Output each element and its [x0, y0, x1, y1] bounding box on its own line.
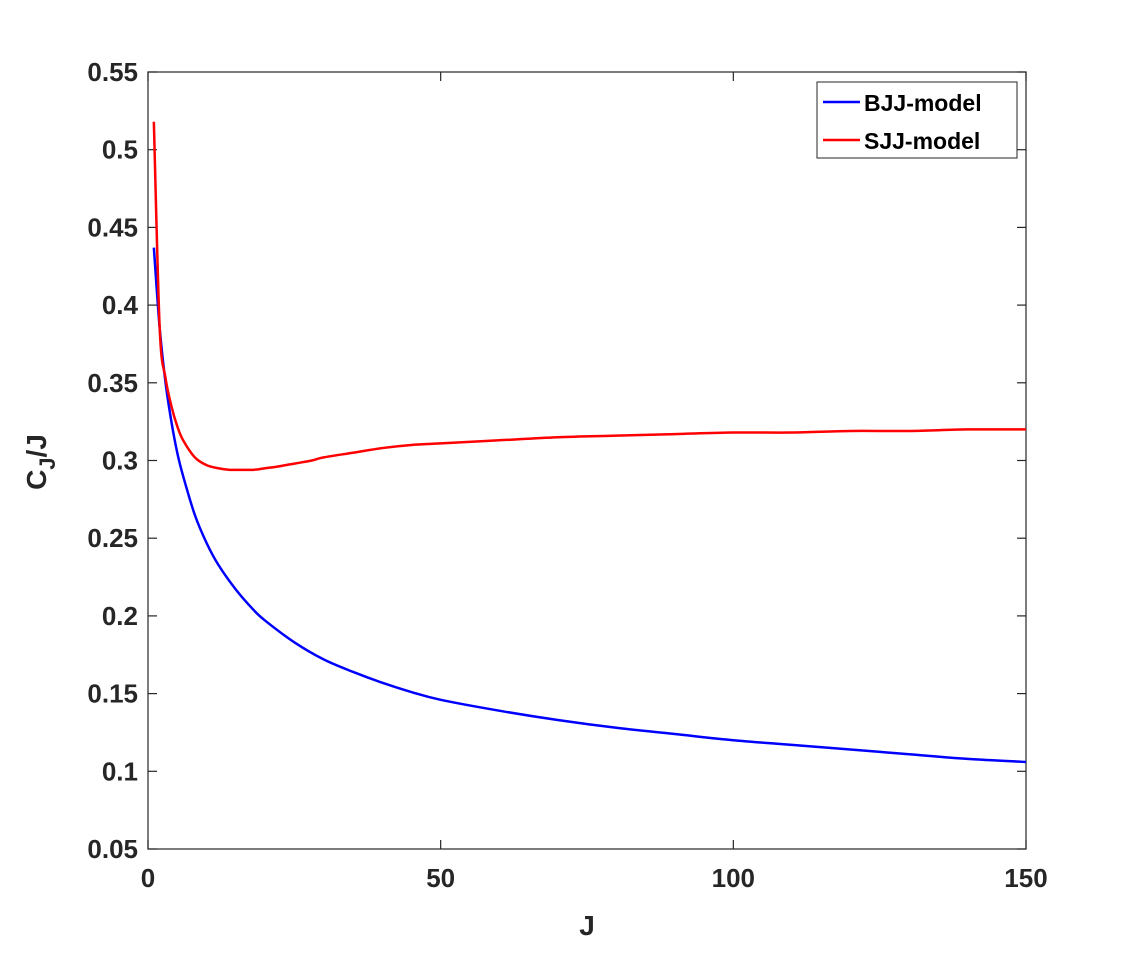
series-line-bjj-model [152, 247, 1027, 764]
y-tick-label: 0.3 [102, 446, 138, 476]
series-line-sjj-model [152, 121, 1027, 472]
y-axis-label: CJ/J [21, 434, 60, 490]
x-tick-labels: 0 50 100 150 [141, 863, 1048, 893]
y-tick-label: 0.55 [87, 57, 138, 87]
y-tick-label: 0.5 [102, 135, 138, 165]
x-tick-label: 0 [141, 863, 155, 893]
y-tick-label: 0.1 [102, 756, 138, 786]
legend: BJJ-model SJJ-model [816, 81, 1018, 159]
y-tick-label: 0.15 [87, 679, 138, 709]
series-layer [152, 121, 1027, 764]
plot-area [147, 71, 1027, 850]
x-tick-label: 50 [426, 863, 455, 893]
x-tick-label: 150 [1004, 863, 1047, 893]
y-tick-label: 0.45 [87, 212, 138, 242]
y-tick-label: 0.4 [102, 290, 139, 320]
y-tick-label: 0.2 [102, 601, 138, 631]
legend-label-bjj: BJJ-model [864, 90, 982, 116]
x-tick-label: 100 [712, 863, 755, 893]
y-tick-label: 0.35 [87, 368, 138, 398]
legend-label-sjj: SJJ-model [864, 128, 980, 154]
y-tick-labels: 0.05 0.1 0.15 0.2 0.25 0.3 0.35 0.4 0.45 0.5 0.55 [87, 57, 138, 864]
y-axis-label-tail: /J [21, 434, 52, 457]
y-tick-label: 0.25 [87, 523, 138, 553]
y-axis-label-main: C [21, 470, 52, 490]
x-axis-label: J [579, 910, 595, 941]
tick-marks [147, 71, 1027, 850]
legend-box [816, 81, 1018, 159]
y-axis-label-sub: J [35, 457, 60, 469]
y-tick-label: 0.05 [87, 834, 138, 864]
